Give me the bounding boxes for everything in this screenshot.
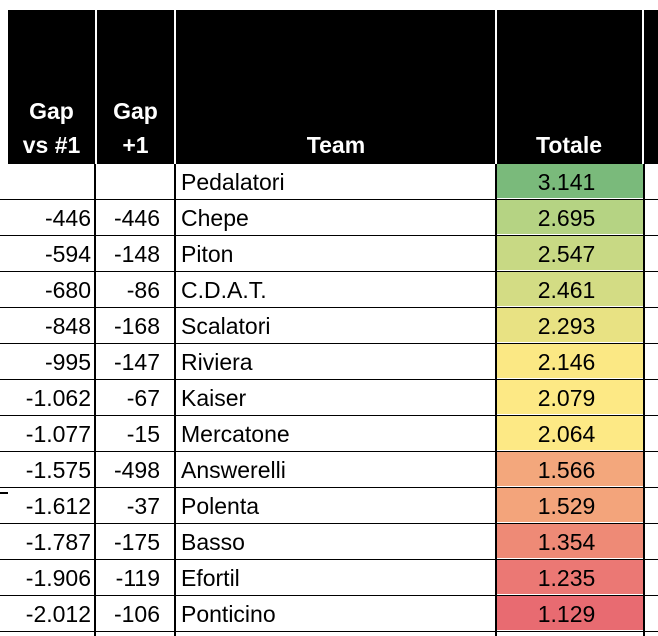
cell-gap-prev[interactable]: -147 <box>113 349 160 375</box>
header-team-label: Team <box>306 132 366 158</box>
cell-team[interactable]: Pedalatori <box>181 169 285 195</box>
header-gap-prev[interactable]: Gap +1 <box>97 10 174 164</box>
cell-total[interactable]: 2.293 <box>496 308 643 342</box>
column-divider <box>643 164 645 636</box>
header-gap-prev-line2: +1 <box>122 132 149 158</box>
cell-gap-vs-first[interactable]: -1.612 <box>25 493 91 519</box>
column-divider <box>174 164 176 636</box>
cell-total[interactable]: 2.146 <box>496 344 643 378</box>
table-row: -680 -86 C.D.A.T. 2.461 <box>0 272 658 308</box>
cell-gap-prev[interactable]: -15 <box>126 421 160 447</box>
cell-team[interactable]: Ponticino <box>181 601 276 627</box>
cell-team[interactable]: Efortil <box>181 565 240 591</box>
table-row: -1.787 -175 Basso 1.354 <box>0 524 658 560</box>
cell-gap-prev[interactable]: -67 <box>126 385 160 411</box>
cell-total[interactable]: 1.566 <box>496 452 643 486</box>
cell-gap-prev[interactable]: -168 <box>113 313 160 339</box>
cell-gap-prev[interactable]: -86 <box>126 277 160 303</box>
table-row: -1.612 -37 Polenta 1.529 <box>0 488 658 524</box>
cell-total[interactable]: 2.079 <box>496 380 643 414</box>
cell-gap-prev[interactable]: -175 <box>113 529 160 555</box>
table-row: -1.077 -15 Mercatone 2.064 <box>0 416 658 452</box>
header-gap-vs-first-line1: Gap <box>29 98 74 124</box>
table-row: -1.906 -119 Efortil 1.235 <box>0 560 658 596</box>
cell-gap-prev[interactable]: -106 <box>113 601 160 627</box>
cell-team[interactable]: Basso <box>181 529 245 555</box>
table-row: -1.062 -67 Kaiser 2.079 <box>0 380 658 416</box>
table-row: -446 -446 Chepe 2.695 <box>0 200 658 236</box>
header-separator <box>495 10 497 164</box>
cell-total[interactable]: 1.354 <box>496 524 643 558</box>
table-row: Pedalatori 3.141 <box>0 164 658 200</box>
cell-team[interactable]: Answerelli <box>181 457 286 483</box>
header-gap-vs-first[interactable]: Gap vs #1 <box>8 10 95 164</box>
header-gap-prev-line1: Gap <box>113 98 158 124</box>
header-team[interactable]: Team <box>176 10 496 164</box>
cell-gap-vs-first[interactable]: -680 <box>44 277 91 303</box>
cell-total[interactable]: 1.129 <box>496 596 643 630</box>
cell-gap-vs-first[interactable]: -995 <box>44 349 91 375</box>
header-total[interactable]: Totale <box>497 10 641 164</box>
cell-team[interactable]: Chepe <box>181 205 249 231</box>
cell-total[interactable]: 2.461 <box>496 272 643 306</box>
cell-gap-prev[interactable]: -446 <box>113 205 160 231</box>
cell-team[interactable]: Kaiser <box>181 385 247 411</box>
header-total-label: Totale <box>535 132 603 158</box>
cell-gap-prev[interactable]: -148 <box>113 241 160 267</box>
cell-gap-vs-first[interactable]: -446 <box>44 205 91 231</box>
cell-team[interactable]: Mercatone <box>181 421 290 447</box>
cell-gap-prev[interactable]: -119 <box>115 565 160 591</box>
cell-total[interactable]: 1.529 <box>496 488 643 522</box>
cell-team[interactable]: Piton <box>181 241 234 267</box>
cell-team[interactable]: Scalatori <box>181 313 271 339</box>
table-row: -2.012 -106 Ponticino 1.129 <box>0 596 658 632</box>
cell-gap-vs-first[interactable]: -1.787 <box>25 529 91 555</box>
cell-gap-prev[interactable]: -37 <box>126 493 160 519</box>
table-row: -1.575 -498 Answerelli 1.566 <box>0 452 658 488</box>
frame-mark <box>0 492 8 494</box>
cell-total[interactable]: 2.547 <box>496 236 643 270</box>
header-separator <box>642 10 644 164</box>
cell-gap-vs-first[interactable]: -1.906 <box>25 565 91 591</box>
header-separator <box>95 10 97 164</box>
table-row: -995 -147 Riviera 2.146 <box>0 344 658 380</box>
column-divider <box>495 164 497 636</box>
cell-total[interactable]: 2.064 <box>496 416 643 450</box>
cell-gap-vs-first[interactable]: -848 <box>44 313 91 339</box>
table-row: -594 -148 Piton 2.547 <box>0 236 658 272</box>
cell-gap-vs-first[interactable]: -1.077 <box>25 421 91 447</box>
column-divider <box>94 164 96 636</box>
cell-team[interactable]: Riviera <box>181 349 253 375</box>
cell-team[interactable]: Polenta <box>181 493 260 519</box>
cell-gap-vs-first[interactable]: -2.012 <box>25 601 91 627</box>
cell-total[interactable]: 1.235 <box>496 560 643 594</box>
header-separator <box>174 10 176 164</box>
table-row: -848 -168 Scalatori 2.293 <box>0 308 658 344</box>
header-row: Gap vs #1 Gap +1 Team Totale <box>8 10 658 164</box>
header-gap-vs-first-line2: vs #1 <box>22 132 81 158</box>
cell-gap-vs-first[interactable] <box>8 164 95 198</box>
cell-gap-vs-first[interactable]: -1.062 <box>25 385 91 411</box>
cell-total[interactable]: 3.141 <box>496 164 643 198</box>
cell-gap-prev[interactable] <box>95 164 174 198</box>
cell-gap-vs-first[interactable]: -1.575 <box>25 457 91 483</box>
cell-team[interactable]: C.D.A.T. <box>181 277 267 303</box>
cell-gap-vs-first[interactable]: -594 <box>44 241 91 267</box>
cell-gap-prev[interactable]: -498 <box>113 457 160 483</box>
cell-total[interactable]: 2.695 <box>496 200 643 234</box>
